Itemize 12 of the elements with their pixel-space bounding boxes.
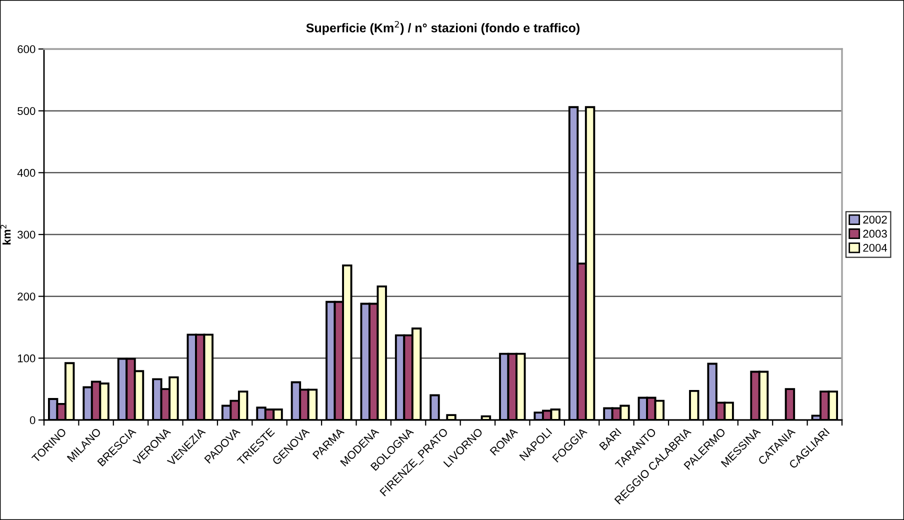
y-tick-label: 500	[18, 107, 36, 115]
y-tick-label: 0	[30, 416, 36, 424]
y-axis-title: km$^{2}$	[0, 224, 11, 244]
legend-label: 2003	[863, 230, 887, 238]
chart-title: Superficie (Km$^{2}$) / n° stazioni (fondo e traffico)	[306, 20, 580, 35]
legend-label: 2002	[863, 216, 887, 224]
y-tick-label: 100	[18, 354, 36, 362]
y-tick-label: 600	[18, 45, 36, 54]
legend-label: 2004	[863, 244, 888, 252]
y-tick-label: 400	[17, 168, 36, 177]
y-tick-label: 200	[18, 292, 36, 300]
y-tick-label: 300	[18, 230, 36, 239]
